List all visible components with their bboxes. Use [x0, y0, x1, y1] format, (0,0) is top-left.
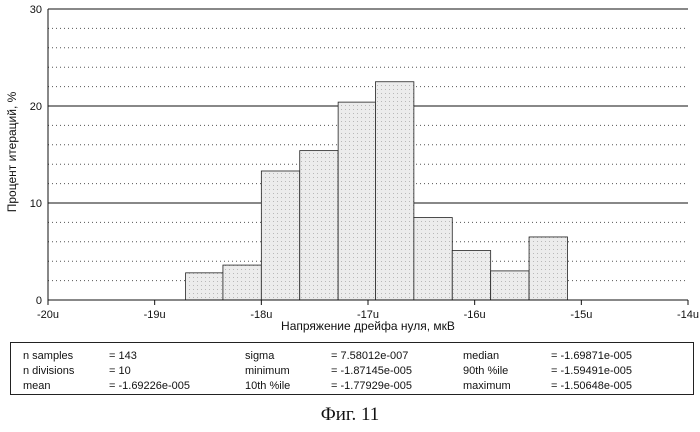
- y-tick-label: 0: [36, 295, 42, 307]
- figure-caption: Фиг. 11: [0, 404, 700, 426]
- n-divisions-value: = 10: [109, 365, 131, 378]
- p10-value: = -1.77929e-005: [331, 380, 412, 393]
- histogram-chart: 0102030-20u-19u-18u-17u-16u-15u-14u Напр…: [0, 0, 700, 340]
- histogram-bar-7: [414, 218, 452, 300]
- histogram-bar-4: [300, 151, 338, 300]
- histogram-bar-2: [223, 265, 261, 300]
- x-tick-label: -16u: [464, 309, 486, 321]
- p90-label: 90th %ile: [463, 365, 508, 378]
- median-value: = -1.69871e-005: [551, 350, 632, 363]
- x-axis-label: Напряжение дрейфа нуля, мкВ: [281, 319, 455, 333]
- histogram-bar-3: [261, 171, 299, 300]
- minimum-value: = -1.87145e-005: [331, 365, 412, 378]
- median-label: median: [463, 350, 499, 363]
- bars: [186, 82, 568, 300]
- statistics-panel: n samples = 143 n divisions = 10 mean = …: [10, 342, 694, 395]
- minimum-label: minimum: [245, 365, 290, 378]
- histogram-bar-8: [452, 251, 490, 300]
- y-tick-label: 20: [30, 101, 42, 113]
- y-tick-label: 10: [30, 198, 42, 210]
- p10-label: 10th %ile: [245, 380, 290, 393]
- histogram-bar-5: [338, 102, 375, 300]
- mean-value: = -1.69226e-005: [109, 380, 190, 393]
- n-samples-value: = 143: [109, 350, 137, 363]
- maximum-value: = -1.50648e-005: [551, 380, 632, 393]
- p90-value: = -1.59491e-005: [551, 365, 632, 378]
- x-tick-label: -14u: [677, 309, 699, 321]
- mean-label: mean: [23, 380, 51, 393]
- maximum-label: maximum: [463, 380, 511, 393]
- x-tick-label: -15u: [570, 309, 592, 321]
- y-axis-label: Процент итераций, %: [5, 91, 19, 212]
- x-tick-label: -18u: [250, 309, 272, 321]
- histogram-bar-1: [186, 273, 223, 300]
- sigma-value: = 7.58012e-007: [331, 350, 408, 363]
- n-samples-label: n samples: [23, 350, 73, 363]
- sigma-label: sigma: [245, 350, 274, 363]
- histogram-bar-9: [491, 271, 529, 300]
- n-divisions-label: n divisions: [23, 365, 74, 378]
- x-tick-label: -19u: [144, 309, 166, 321]
- histogram-bar-10: [529, 237, 567, 300]
- histogram-bar-6: [375, 82, 413, 300]
- y-tick-label: 30: [30, 4, 42, 16]
- x-tick-label: -20u: [37, 309, 59, 321]
